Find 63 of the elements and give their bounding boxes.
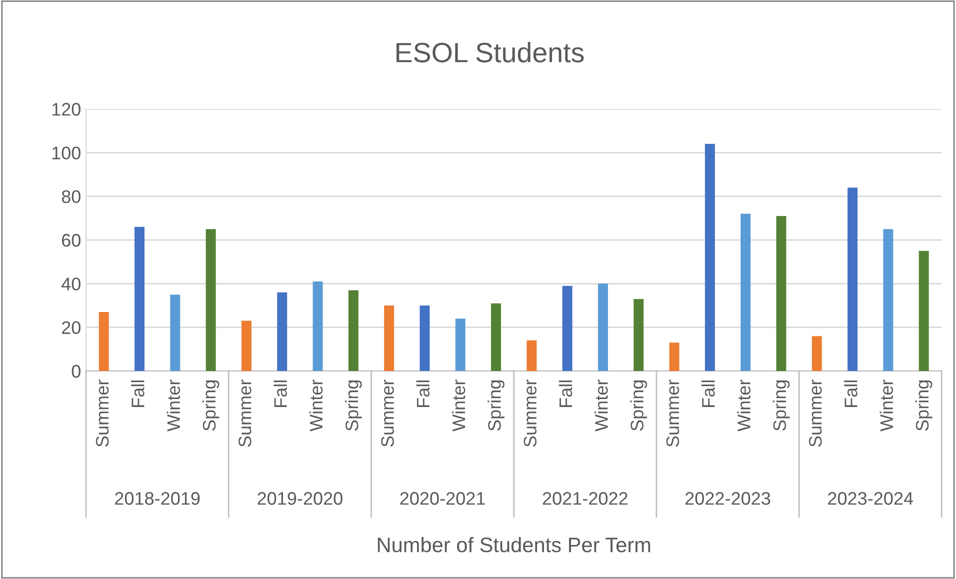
x-tick-label: Winter bbox=[737, 380, 750, 432]
x-tick-label: Fall bbox=[844, 380, 858, 407]
x-tick-label: Fall bbox=[558, 380, 572, 407]
bar bbox=[277, 292, 288, 371]
x-tick-label: Winter bbox=[452, 380, 466, 432]
x-tick-label: Spring bbox=[915, 380, 932, 431]
x-tick-label: Summer bbox=[808, 380, 822, 447]
bar bbox=[526, 340, 537, 371]
y-tick-label: 100 bbox=[52, 146, 80, 160]
x-tick-label: Fall bbox=[416, 380, 430, 407]
bar bbox=[98, 312, 109, 371]
text: 2023-2024 bbox=[828, 492, 914, 505]
x-axis-title: Number of Students Per Term bbox=[378, 537, 650, 552]
x-tick-label: Winter bbox=[166, 380, 180, 432]
y-tick-label: 80 bbox=[62, 190, 80, 204]
x-tick-label: Spring bbox=[488, 380, 504, 431]
bar bbox=[634, 298, 644, 371]
bar bbox=[562, 286, 572, 371]
text: 2019-2020 bbox=[258, 492, 342, 505]
x-tick-label: Fall bbox=[274, 380, 287, 407]
text: 2020-2021 bbox=[400, 492, 485, 505]
x-tick-label: Summer bbox=[381, 380, 394, 447]
x-tick-label: Fall bbox=[131, 380, 144, 407]
x-tick-label: Summer bbox=[238, 380, 252, 447]
y-tick-label: 40 bbox=[62, 278, 80, 290]
x-tick-label: Summer bbox=[524, 380, 537, 447]
y-tick-label: 60 bbox=[62, 234, 80, 247]
bar bbox=[312, 281, 323, 371]
x-tick-label: Winter bbox=[309, 380, 323, 432]
bar bbox=[206, 229, 216, 371]
bar bbox=[704, 144, 715, 371]
x-tick-label: Spring bbox=[630, 380, 648, 431]
x-tick-label: Winter bbox=[880, 380, 894, 432]
text: 2022-2023 bbox=[685, 492, 770, 505]
x-tick-label: Spring bbox=[772, 380, 790, 431]
bar bbox=[134, 226, 145, 371]
bar bbox=[776, 216, 786, 371]
x-tick-label: Summer bbox=[666, 380, 680, 447]
bar bbox=[918, 250, 929, 371]
bar bbox=[170, 294, 180, 371]
bar bbox=[669, 342, 680, 371]
bar bbox=[883, 229, 894, 371]
y-tick-label: 120 bbox=[52, 102, 80, 116]
bar bbox=[455, 318, 466, 371]
bar bbox=[348, 290, 358, 371]
x-tick-label: Fall bbox=[702, 380, 715, 407]
bar bbox=[491, 303, 502, 371]
x-tick-label: Winter bbox=[594, 380, 608, 432]
bar bbox=[420, 306, 430, 371]
x-tick-label: Spring bbox=[202, 380, 220, 431]
bar bbox=[740, 214, 751, 371]
y-tick-label: 20 bbox=[62, 321, 80, 334]
bar bbox=[848, 188, 858, 371]
text: 2021-2022 bbox=[542, 492, 628, 505]
y-tick-label: 0 bbox=[72, 364, 80, 378]
x-tick-label: Spring bbox=[345, 380, 362, 431]
bar bbox=[598, 284, 608, 371]
text: 2018-2019 bbox=[115, 492, 200, 505]
x-tick-label: Summer bbox=[96, 380, 109, 447]
bar bbox=[812, 336, 822, 371]
bar bbox=[241, 320, 252, 371]
chart-title: ESOL Students bbox=[396, 42, 584, 62]
bar bbox=[384, 306, 394, 371]
